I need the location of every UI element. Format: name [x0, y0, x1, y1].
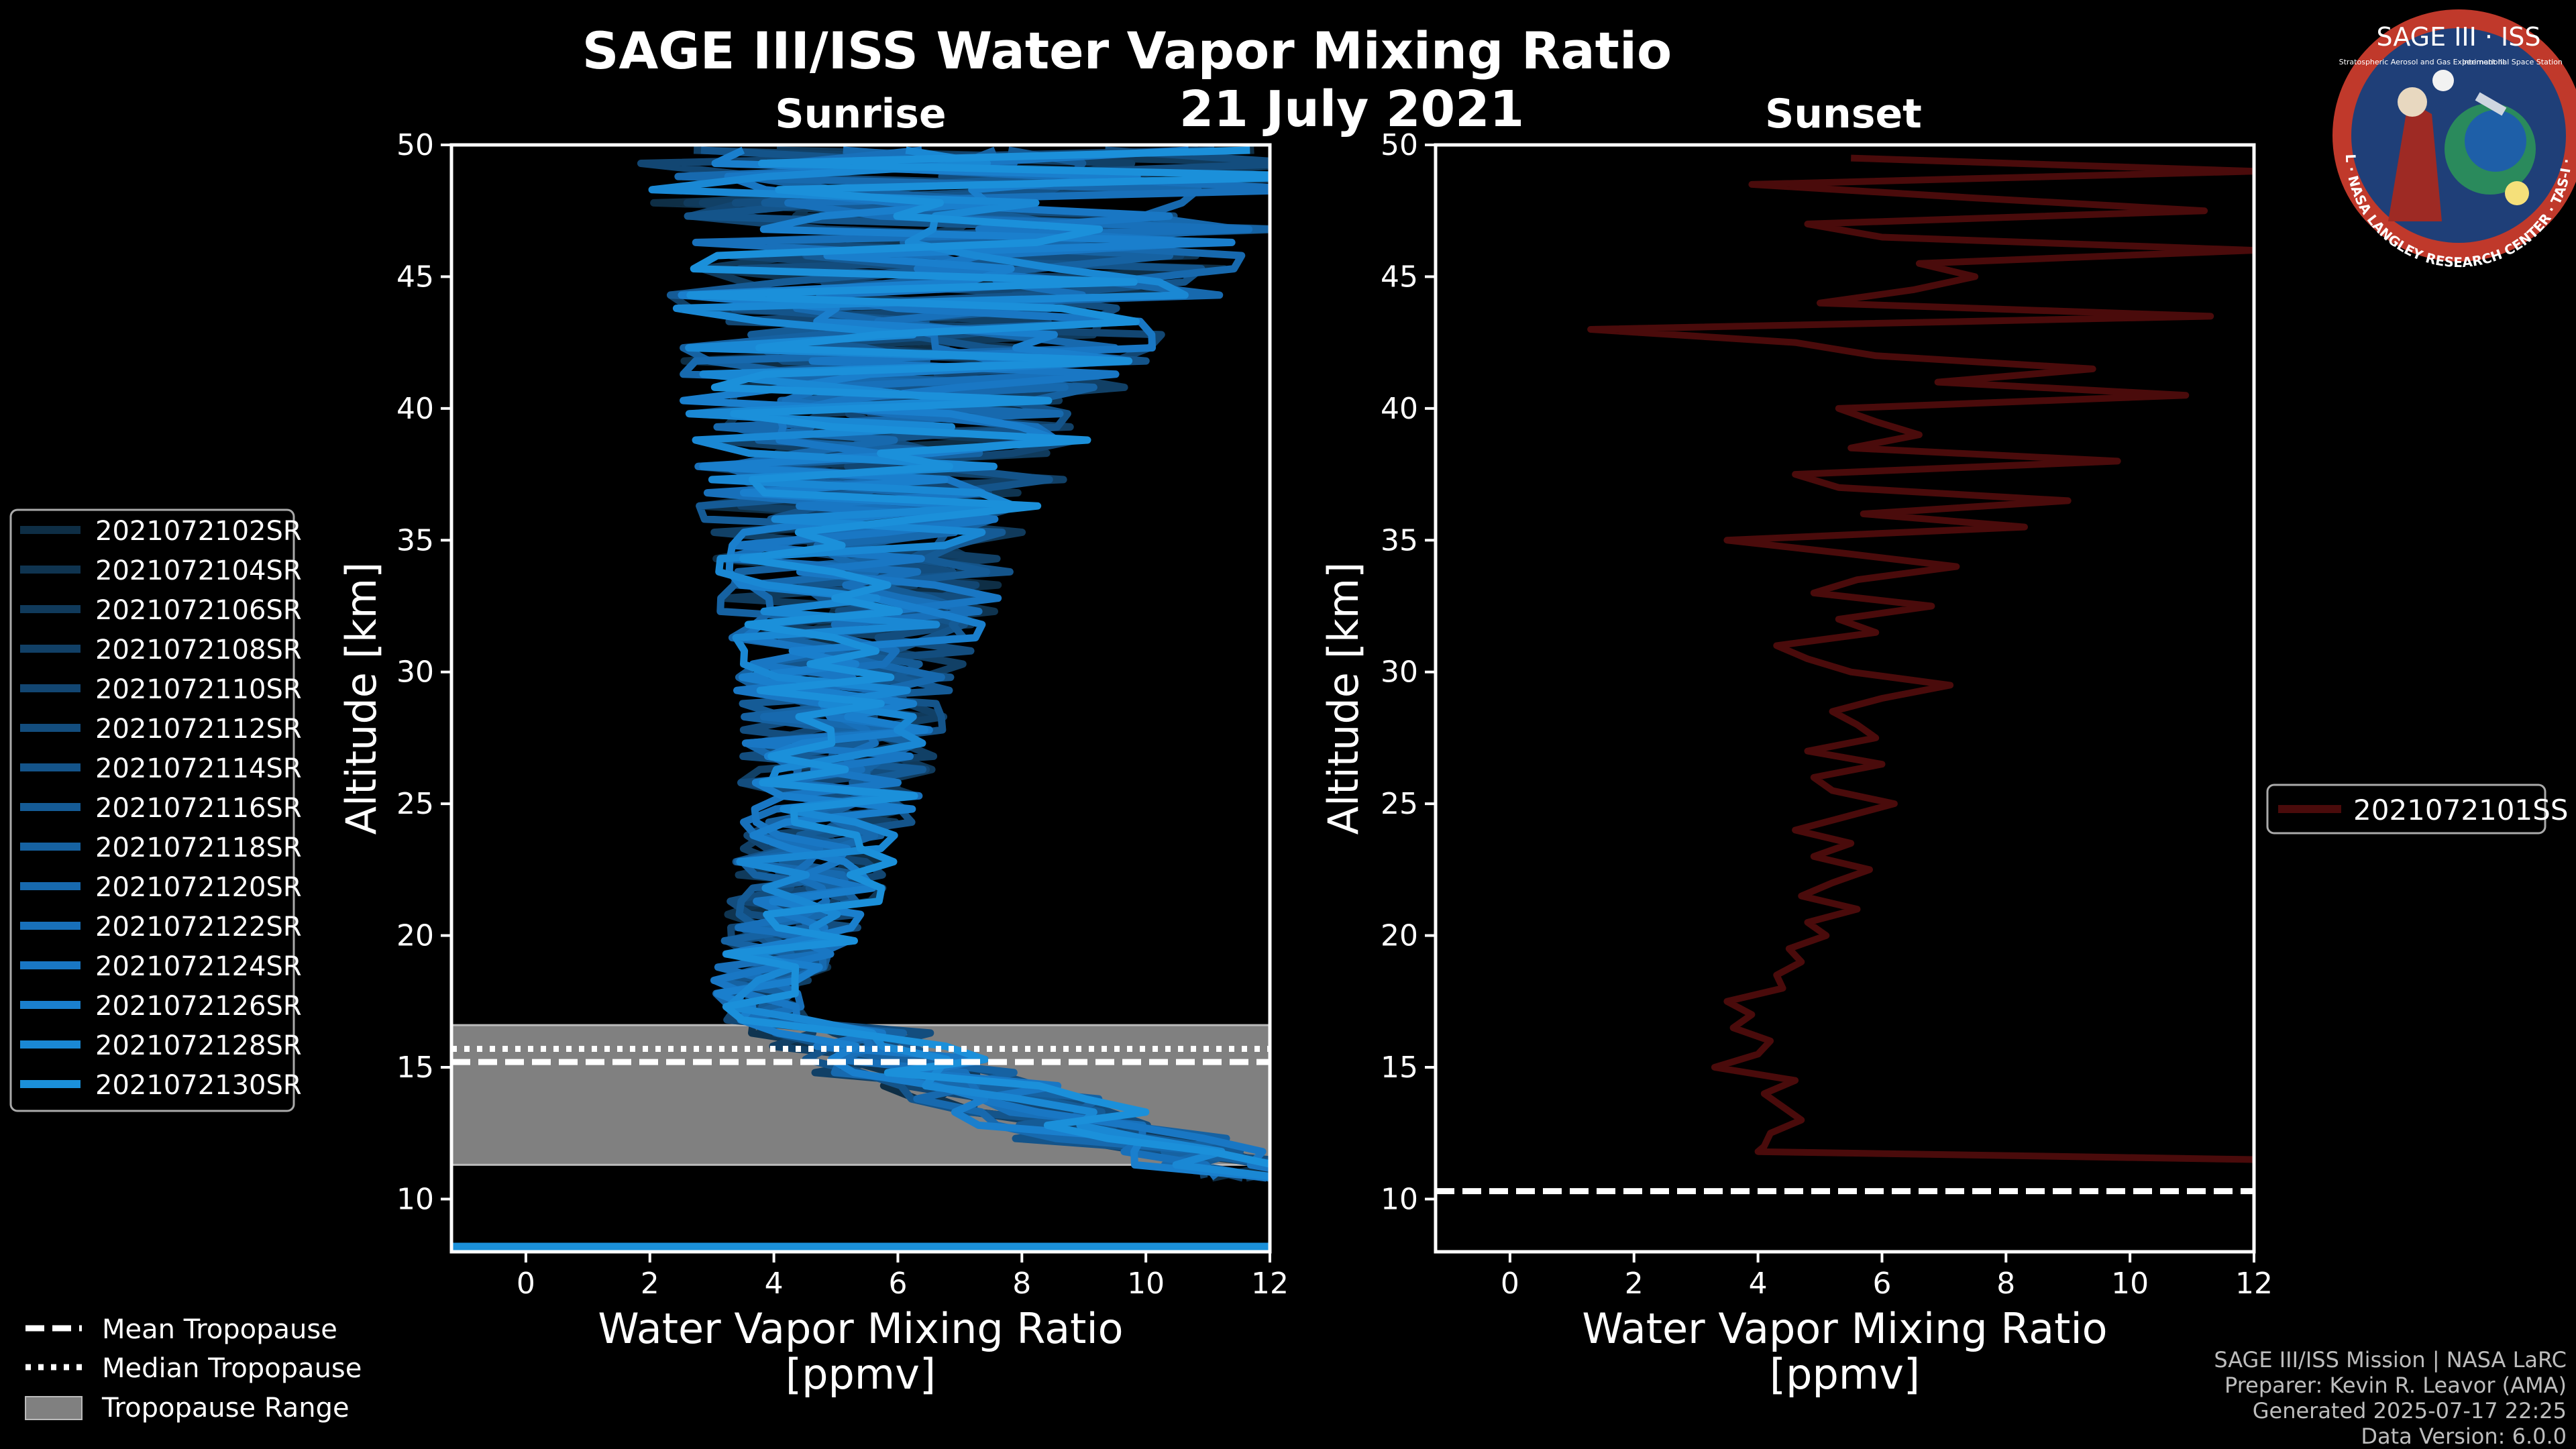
sunrise-legend-label: 2021072104SR	[95, 555, 302, 586]
sunset-legend-box	[2266, 784, 2546, 835]
sunset-ytick-label: 30	[1381, 655, 1418, 690]
sunset-xtick-label: 4	[1749, 1267, 1768, 1301]
sunset-xtick-label: 6	[1872, 1267, 1891, 1301]
sunrise-legend-label: 2021072108SR	[95, 635, 302, 665]
sunrise-legend: 2021072102SR 2021072104SR 2021072106SR 2021…	[9, 508, 302, 1112]
sunset-ytick-label: 15	[1381, 1051, 1418, 1085]
sunset-xtick-label: 10	[2111, 1267, 2149, 1301]
sunset-ytick-label: 50	[1381, 128, 1418, 162]
mean-tropopause-label: Mean Tropopause	[102, 1314, 337, 1345]
sunset-legend-label: 2021072101SS	[2353, 794, 2569, 826]
wizard-icon	[2388, 101, 2442, 221]
tropopause-legend: Mean Tropopause Median Tropopause Tropop…	[25, 1314, 362, 1424]
sunrise-legend-label: 2021072120SR	[95, 872, 302, 903]
sunrise-legend-label: 2021072126SR	[95, 991, 302, 1022]
sunset-legend: 2021072101SS	[2266, 784, 2569, 835]
sunset-ylabel: Altitude [km]	[1319, 562, 1368, 835]
sunrise-ytick-label: 40	[396, 392, 434, 426]
sunrise-legend-box	[9, 508, 295, 1112]
sunrise-xtick-label: 8	[1012, 1267, 1031, 1301]
sunrise-legend-label: 2021072114SR	[95, 753, 302, 784]
sunrise-subtitle: Sunrise	[775, 91, 946, 138]
wizard-head	[2398, 87, 2427, 117]
sunrise-legend-label: 2021072112SR	[95, 714, 302, 745]
median-tropopause-label: Median Tropopause	[102, 1353, 362, 1384]
logo-subtitle-left: Stratospheric Aerosol and Gas Experiment…	[2339, 58, 2505, 66]
sunset-ytick-label: 40	[1381, 392, 1418, 426]
credit-generated: Generated 2025-07-17 22:25	[2253, 1398, 2567, 1424]
credit-mission: SAGE III/ISS Mission | NASA LaRC	[2214, 1347, 2567, 1373]
sunrise-xtick-label: 0	[517, 1267, 535, 1301]
sunrise-ytick-label: 10	[396, 1182, 434, 1216]
sunrise-ytick-label: 20	[396, 919, 434, 953]
sun-icon	[2505, 181, 2529, 205]
sunset-xtick-label: 12	[2235, 1267, 2273, 1301]
sunrise-legend-label: 2021072130SR	[95, 1070, 302, 1101]
sunset-subtitle: Sunset	[1765, 91, 1922, 138]
sunrise-legend-label: 2021072116SR	[95, 793, 302, 824]
credit-version: Data Version: 6.0.0	[2361, 1424, 2567, 1449]
sunrise-plot-frame	[449, 143, 1272, 1254]
sunrise-xtick-label: 6	[888, 1267, 907, 1301]
sunset-ytick-label: 45	[1381, 260, 1418, 294]
sunset-xtick-label: 8	[1996, 1267, 2015, 1301]
sunrise-ytick-label: 25	[396, 787, 434, 821]
sunrise-xlabel: Water Vapor Mixing Ratio	[598, 1304, 1123, 1353]
sunset-ytick-label: 10	[1381, 1182, 1418, 1216]
sunrise-ylabel: Altitude [km]	[337, 562, 386, 835]
sunrise-xtick-label: 12	[1251, 1267, 1289, 1301]
sunset-xtick-label: 0	[1501, 1267, 1519, 1301]
iss-icon	[2475, 92, 2507, 116]
sunrise-series-line-2021072130SR	[451, 146, 1270, 1250]
sunrise-ytick-label: 50	[396, 128, 434, 162]
sunrise-xtick-label: 2	[641, 1267, 659, 1301]
sunrise-legend-label: 2021072110SR	[95, 674, 302, 705]
tropopause-range-swatch	[25, 1396, 83, 1420]
sunset-ytick-label: 25	[1381, 787, 1418, 821]
sunset-plot-frame	[1434, 143, 2256, 1254]
sunrise-legend-label: 2021072122SR	[95, 912, 302, 943]
sunset-xlabel-unit: [ppmv]	[1770, 1350, 1920, 1399]
figure-date: 21 July 2021	[1179, 80, 1524, 138]
credits: SAGE III/ISS Mission | NASA LaRC Prepare…	[2214, 1347, 2567, 1449]
sunset-ytick-label: 35	[1381, 523, 1418, 557]
sunrise-legend-label: 2021072102SR	[95, 516, 302, 547]
sunset-xtick-label: 2	[1625, 1267, 1644, 1301]
sunrise-xtick-label: 4	[765, 1267, 784, 1301]
credit-preparer: Preparer: Kevin R. Leavor (AMA)	[2224, 1373, 2567, 1398]
sunset-ytick-label: 20	[1381, 919, 1418, 953]
sunrise-legend-label: 2021072106SR	[95, 595, 302, 626]
sunrise-legend-label: 2021072118SR	[95, 833, 302, 863]
sunrise-plot: 0 2 4 6 8 10 12 10 15 20 25 30 35 40 45 50 Water Vapor …	[337, 128, 1289, 1399]
sunrise-legend-label: 2021072124SR	[95, 951, 302, 982]
logo-title: SAGE III · ISS	[2377, 22, 2541, 52]
sunrise-xtick-label: 10	[1127, 1267, 1165, 1301]
sunrise-ytick-label: 30	[396, 655, 434, 690]
figure-title: SAGE III/ISS Water Vapor Mixing Ratio	[582, 21, 1672, 80]
sunset-series-line-2021072101SS	[1587, 154, 2254, 1163]
sunset-xlabel: Water Vapor Mixing Ratio	[1582, 1304, 2107, 1353]
logo-subtitle-right: International Space Station	[2462, 58, 2563, 66]
sunrise-ytick-label: 15	[396, 1051, 434, 1085]
sunrise-xlabel-unit: [ppmv]	[786, 1350, 936, 1399]
sunrise-legend-label: 2021072128SR	[95, 1030, 302, 1061]
sunset-plot: 0 2 4 6 8 10 12 10 15 20 25 30 35 40 45 50 Water Vapor …	[1319, 128, 2273, 1399]
sunset-plot-area	[1436, 145, 2254, 1252]
moon-icon	[2432, 70, 2454, 91]
earth-ocean	[2465, 110, 2526, 172]
sunrise-ytick-label: 35	[396, 523, 434, 557]
tropopause-range-label: Tropopause Range	[101, 1393, 350, 1424]
sunrise-ytick-label: 45	[396, 260, 434, 294]
